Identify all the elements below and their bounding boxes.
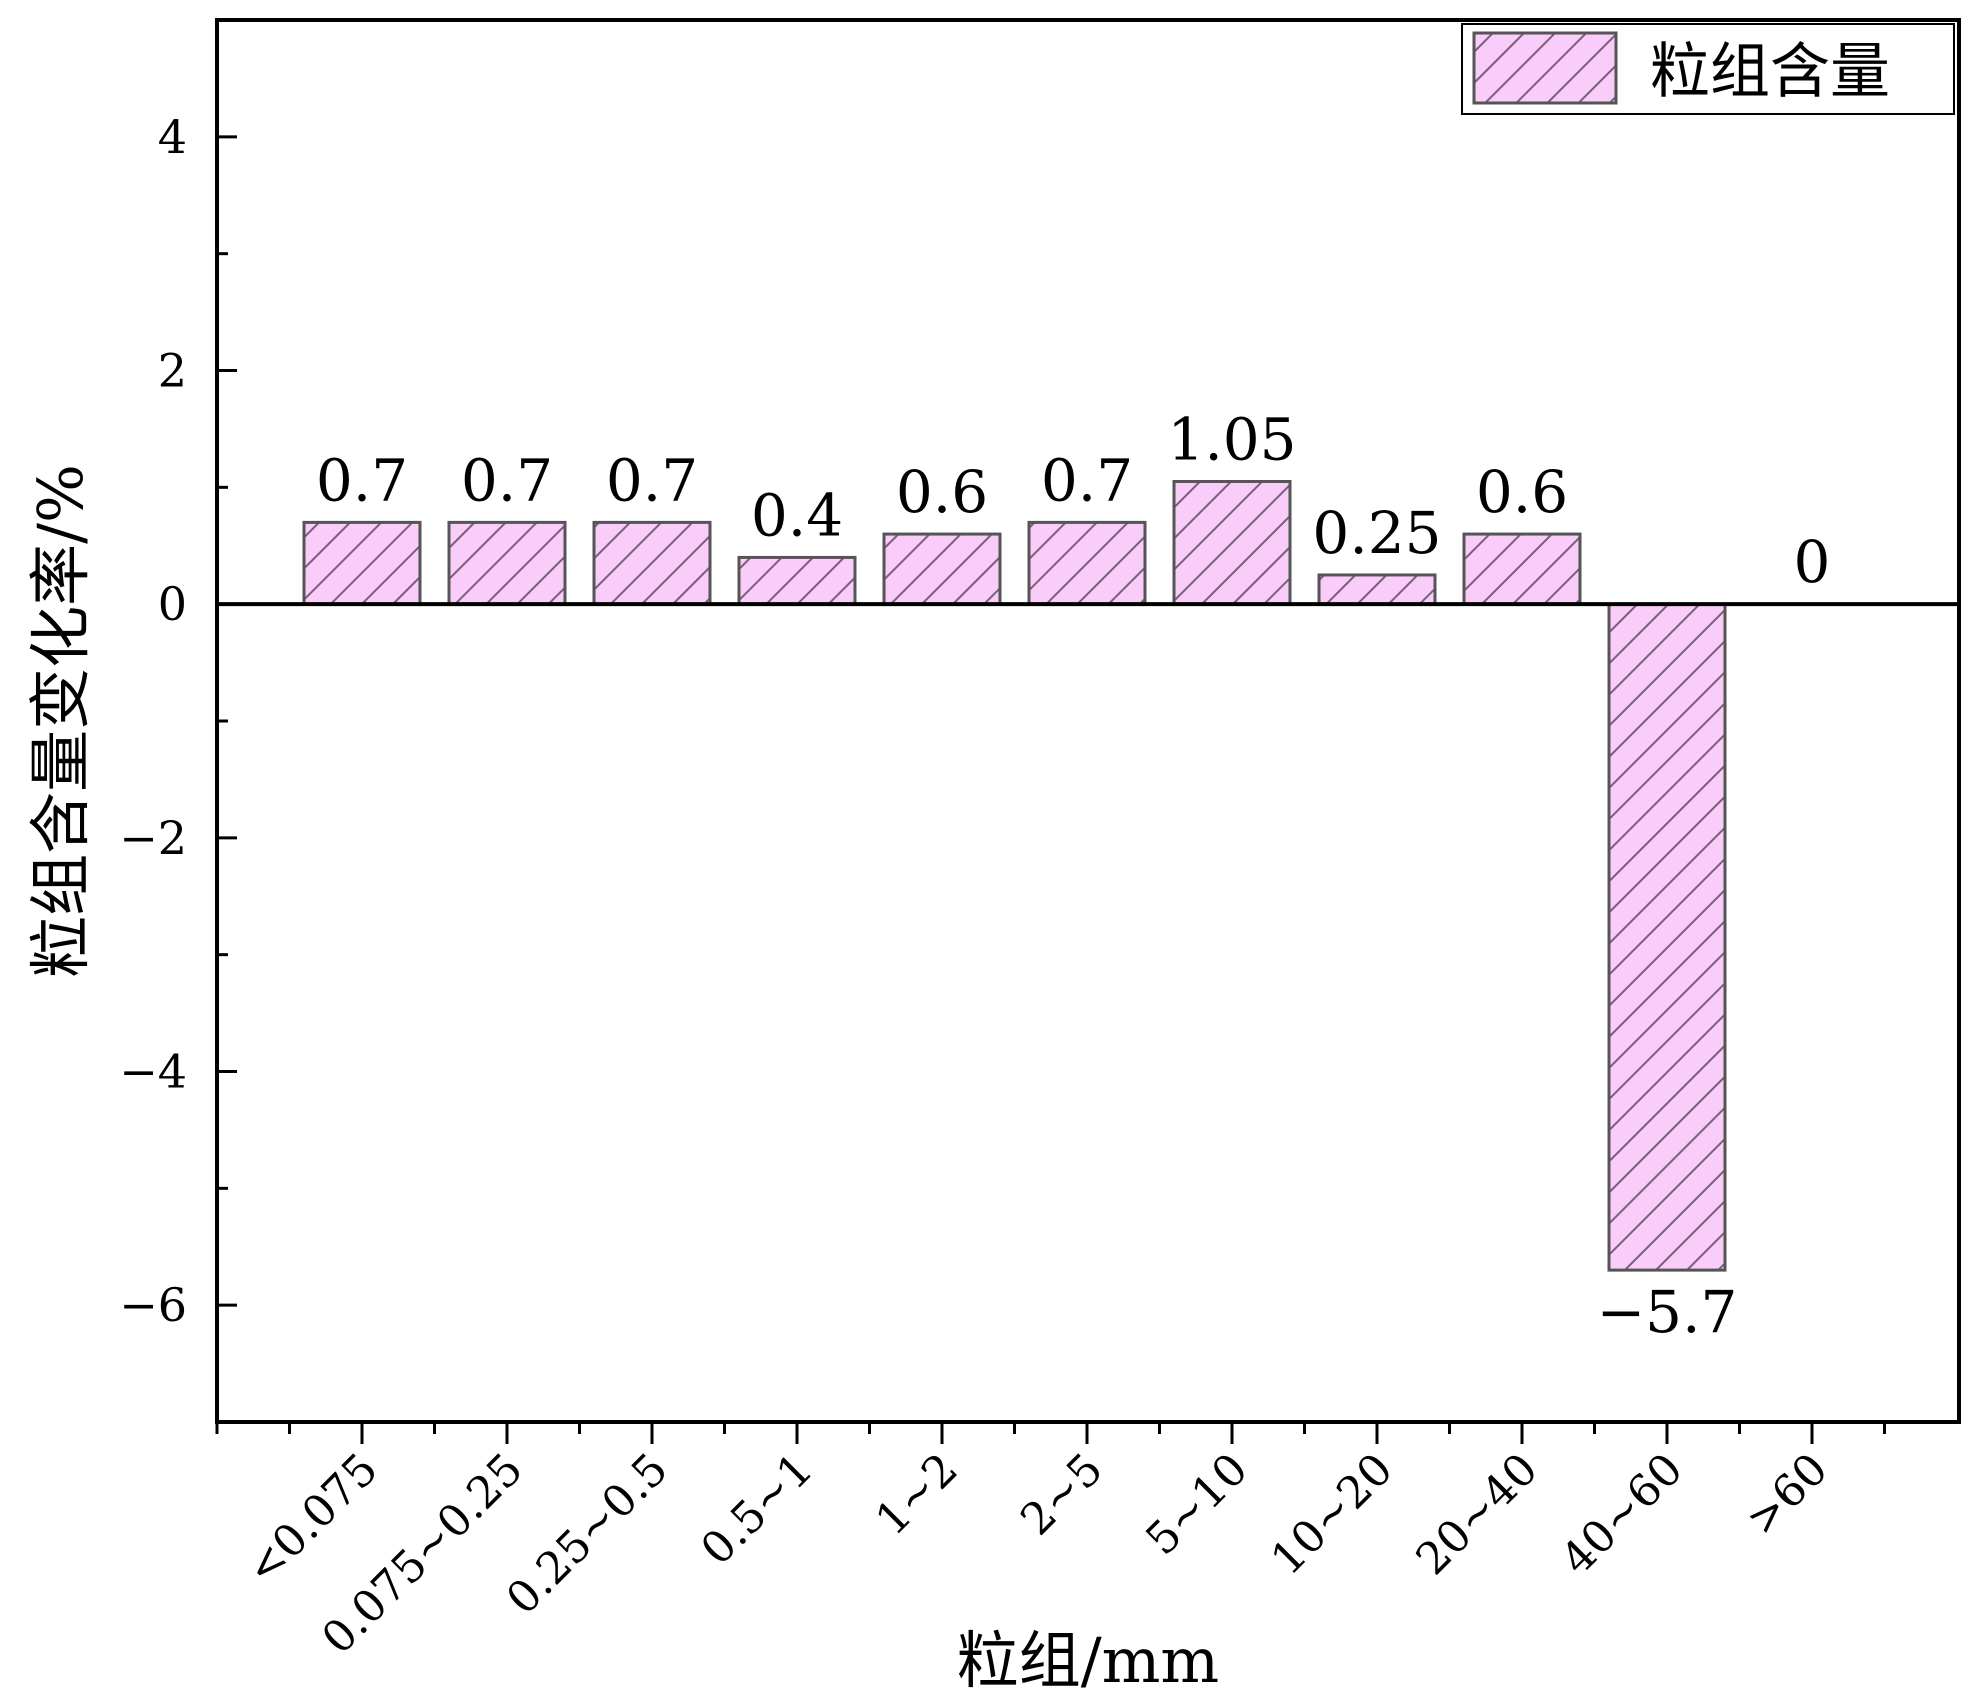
bar	[1027, 520, 1147, 606]
legend-label: 粒组含量	[1650, 37, 1890, 107]
x-tick-label: 5~10	[1136, 1444, 1258, 1566]
bars-group	[302, 479, 1727, 1272]
legend: 粒组含量	[1461, 23, 1955, 115]
data-label: 1.05	[1167, 405, 1296, 473]
legend-swatch	[1472, 31, 1618, 105]
data-label: 0.7	[1041, 446, 1133, 514]
data-label: 0.7	[316, 446, 408, 514]
data-label: 0	[1794, 528, 1831, 596]
x-tick-label: 1~2	[866, 1444, 968, 1546]
y-tick-label: −6	[119, 1278, 187, 1332]
y-axis-title: 粒组含量变化率/%	[24, 464, 97, 978]
bar	[1607, 602, 1727, 1272]
data-label: 0.6	[896, 458, 988, 526]
y-tick-label: 2	[158, 344, 187, 398]
x-tick-label: <0.075	[237, 1444, 388, 1595]
x-tick-label: 0.5~1	[691, 1444, 822, 1575]
x-tick-label: 20~40	[1406, 1444, 1547, 1585]
x-tick-label: 0.25~0.5	[497, 1444, 678, 1625]
bar	[592, 520, 712, 606]
y-tick-label: −4	[119, 1045, 187, 1099]
data-label: −5.7	[1597, 1278, 1738, 1346]
bar	[447, 520, 567, 606]
data-labels: 0.7 0.7 0.7 0.4 0.6 0.7 1.050.25 0.6 −5.7 0	[316, 405, 1831, 1346]
y-tick-label: 4	[158, 110, 187, 164]
data-label: 0.25	[1312, 499, 1441, 567]
data-label: 0.7	[606, 446, 698, 514]
y-tick-label: 0	[158, 577, 187, 631]
data-label: 0.6	[1476, 458, 1568, 526]
bar	[1317, 573, 1437, 606]
data-label: 0.7	[461, 446, 553, 514]
bar	[1172, 479, 1292, 606]
bar	[737, 555, 857, 606]
y-tick-label: −2	[119, 811, 187, 865]
bar	[882, 532, 1002, 606]
x-axis-title: 粒组/mm	[957, 1624, 1219, 1697]
bar	[1462, 532, 1582, 606]
x-tick-label: 10~20	[1261, 1444, 1402, 1585]
y-axis: −6 −4 −2 0 2 4	[119, 110, 237, 1332]
x-tick-label: 40~60	[1551, 1444, 1692, 1585]
bar	[302, 520, 422, 606]
x-tick-label: >60	[1736, 1444, 1838, 1546]
data-label: 0.4	[751, 481, 843, 549]
x-tick-label: 2~5	[1011, 1444, 1113, 1546]
